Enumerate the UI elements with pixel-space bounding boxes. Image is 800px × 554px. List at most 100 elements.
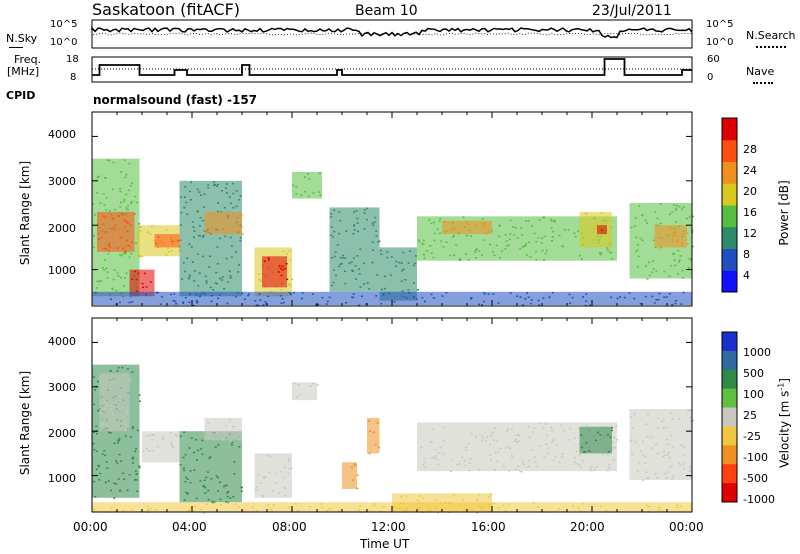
power-speckle xyxy=(542,216,544,219)
power-speckle xyxy=(317,303,320,306)
velocity-speckle xyxy=(149,507,152,510)
velocity-speckle xyxy=(128,474,131,476)
power-speckle xyxy=(458,258,461,260)
power-speckle xyxy=(558,234,561,237)
velocity-speckle xyxy=(183,469,186,471)
velocity-speckle xyxy=(588,450,591,452)
velocity-speckle xyxy=(379,510,382,513)
velocity-speckle xyxy=(183,499,186,501)
power-speckle xyxy=(389,274,392,276)
power-speckle xyxy=(180,211,183,214)
power-speckle xyxy=(659,246,662,249)
power-speckle xyxy=(657,298,660,301)
power-speckle xyxy=(116,272,119,274)
velocity-speckle xyxy=(194,439,197,441)
power-speckle xyxy=(483,222,486,225)
velocity-speckle xyxy=(182,467,185,469)
velocity-speckle xyxy=(372,431,375,433)
velocity-speckle xyxy=(528,459,531,462)
velocity-speckle xyxy=(109,404,112,407)
power-speckle xyxy=(217,210,219,213)
power-speckle xyxy=(301,292,304,294)
velocity-speckle xyxy=(666,438,669,441)
cpid-value: normalsound (fast) -157 xyxy=(93,93,258,107)
power-speckle xyxy=(498,256,501,259)
power-speckle xyxy=(366,207,369,209)
power-speckle xyxy=(516,295,519,297)
power-speckle xyxy=(690,258,692,260)
power-speckle xyxy=(188,274,191,276)
power-speckle xyxy=(121,254,124,257)
velocity-speckle xyxy=(234,503,237,505)
velocity-speckle xyxy=(116,370,119,372)
velocity-speckle xyxy=(611,449,614,452)
velocity-speckle xyxy=(101,423,104,425)
power-speckle xyxy=(265,303,268,305)
velocity-speckle xyxy=(431,428,434,431)
power-speckle xyxy=(128,301,131,304)
velocity-speckle xyxy=(184,480,187,483)
power-speckle xyxy=(137,272,140,275)
power-speckle xyxy=(475,248,478,250)
velocity-speckle xyxy=(138,394,141,396)
velocity-speckle xyxy=(320,503,323,505)
velocity-speckle xyxy=(233,473,236,475)
velocity-speckle xyxy=(149,434,152,437)
power-speckle xyxy=(692,215,694,218)
power-speckle xyxy=(182,302,184,304)
power-speckle xyxy=(223,227,226,230)
velocity-speckle xyxy=(688,470,691,472)
velocity-speckle xyxy=(640,450,643,452)
velocity-speckle xyxy=(117,366,120,369)
power-speckle xyxy=(386,256,389,259)
power-speckle xyxy=(103,204,106,206)
velocity-speckle xyxy=(546,452,549,455)
power-speckle xyxy=(681,208,683,210)
velocity-speckle xyxy=(574,456,577,459)
power-speckle xyxy=(149,233,152,235)
power-speckle xyxy=(332,281,335,284)
power-speckle xyxy=(128,162,131,165)
power-speckle xyxy=(203,206,206,208)
velocity-speckle xyxy=(109,408,112,411)
power-speckle xyxy=(390,256,393,258)
power-speckle xyxy=(527,296,530,298)
power-speckle xyxy=(350,261,353,263)
velocity-speckle xyxy=(129,378,132,381)
velocity-speckle xyxy=(561,453,564,455)
power-speckle xyxy=(174,300,177,303)
power-speckle xyxy=(581,258,583,260)
power-speckle xyxy=(118,215,120,217)
power-speckle xyxy=(156,291,159,294)
velocity-speckle xyxy=(392,506,395,509)
power-speckle xyxy=(680,303,683,305)
power-speckle xyxy=(193,230,196,232)
nsearch-tick-bottom: 10^0 xyxy=(706,37,734,48)
velocity-speckle xyxy=(288,458,291,461)
power-speckle xyxy=(580,218,582,220)
power-speckle xyxy=(363,212,366,214)
power-speckle xyxy=(284,267,287,270)
velocity-speckle xyxy=(676,504,679,507)
velocity-speckle xyxy=(240,490,243,492)
power-speckle xyxy=(363,283,365,285)
power-speckle xyxy=(358,273,361,275)
velocity-speckle xyxy=(679,505,682,508)
velocity-speckle xyxy=(646,436,649,438)
velocity-speckle xyxy=(492,502,495,505)
velocity-speckle xyxy=(265,476,267,478)
power-speckle xyxy=(353,224,356,226)
power-speckle xyxy=(280,302,283,304)
velocity-speckle xyxy=(585,425,588,427)
velocity-speckle xyxy=(241,486,243,489)
velocity-speckle xyxy=(124,435,127,437)
power-speckle xyxy=(228,196,231,198)
velocity-speckle xyxy=(666,471,669,473)
velocity-speckle xyxy=(468,462,471,464)
velocity-speckle xyxy=(499,447,502,450)
power-speckle xyxy=(104,259,106,261)
velocity-speckle xyxy=(201,453,204,455)
power-speckle xyxy=(239,239,242,242)
velocity-speckle xyxy=(532,502,535,504)
power-speckle xyxy=(538,219,541,221)
